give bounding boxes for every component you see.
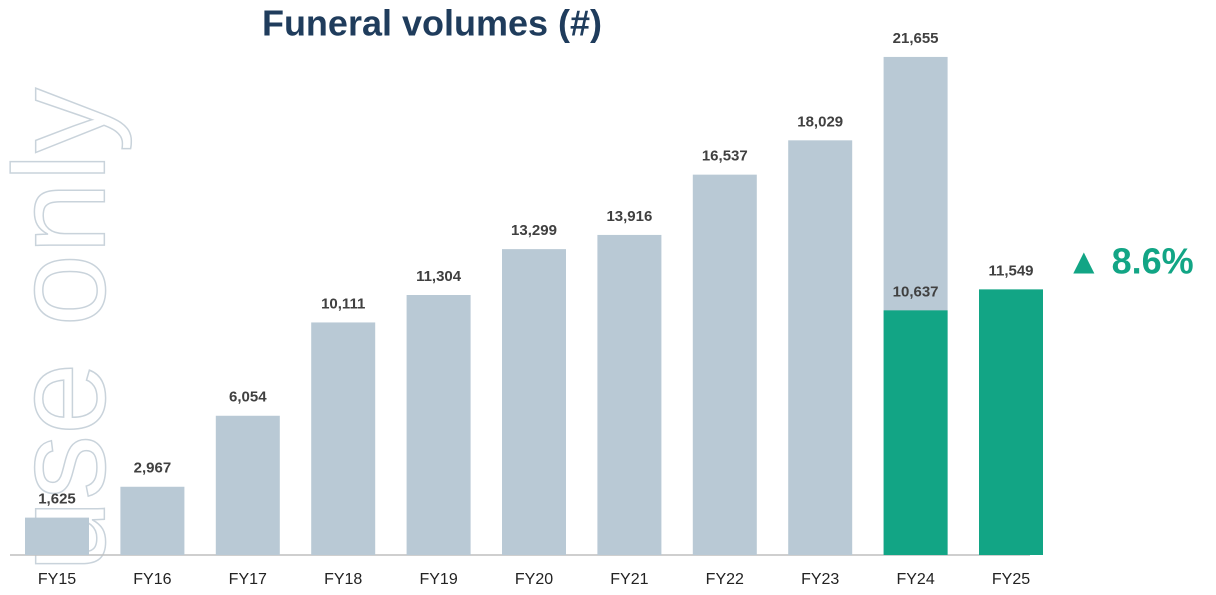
bar xyxy=(883,310,948,555)
x-tick-label: FY24 xyxy=(896,571,934,588)
x-tick-label: FY20 xyxy=(515,571,553,588)
x-tick-label: FY17 xyxy=(229,571,267,588)
x-tick-label: FY18 xyxy=(324,571,362,588)
bar xyxy=(215,415,280,555)
data-label: 13,299 xyxy=(511,222,557,239)
bar xyxy=(406,295,471,555)
x-tick-label: FY25 xyxy=(992,571,1030,588)
data-label: 2,967 xyxy=(134,460,172,477)
watermark: use only xyxy=(0,88,132,572)
bar xyxy=(597,234,662,555)
chart-title: Funeral volumes (#) xyxy=(262,3,602,44)
data-label: 18,029 xyxy=(797,113,843,130)
bar xyxy=(25,517,89,555)
bar xyxy=(311,322,376,555)
x-tick-label: FY23 xyxy=(801,571,839,588)
x-tick-label: FY19 xyxy=(419,571,457,588)
annotation: ▲ 8.6% xyxy=(1066,241,1194,282)
x-tick-label: FY22 xyxy=(706,571,744,588)
data-label: 10,637 xyxy=(893,283,939,300)
data-label: 10,111 xyxy=(321,295,365,312)
x-tick-label: FY15 xyxy=(38,571,76,588)
bar xyxy=(788,140,853,555)
data-label: 13,916 xyxy=(606,208,652,225)
data-label: 21,655 xyxy=(893,30,939,47)
bar xyxy=(979,289,1043,555)
data-label: 11,304 xyxy=(416,268,462,285)
x-tick-label: FY21 xyxy=(610,571,648,588)
data-label: 6,054 xyxy=(229,389,267,406)
data-label: 1,625 xyxy=(38,491,76,508)
bar xyxy=(502,249,566,556)
data-label: 11,549 xyxy=(988,262,1033,279)
bar xyxy=(120,486,185,555)
x-tick-label: FY16 xyxy=(133,571,171,588)
data-label: 16,537 xyxy=(702,148,748,165)
bar xyxy=(692,174,757,556)
